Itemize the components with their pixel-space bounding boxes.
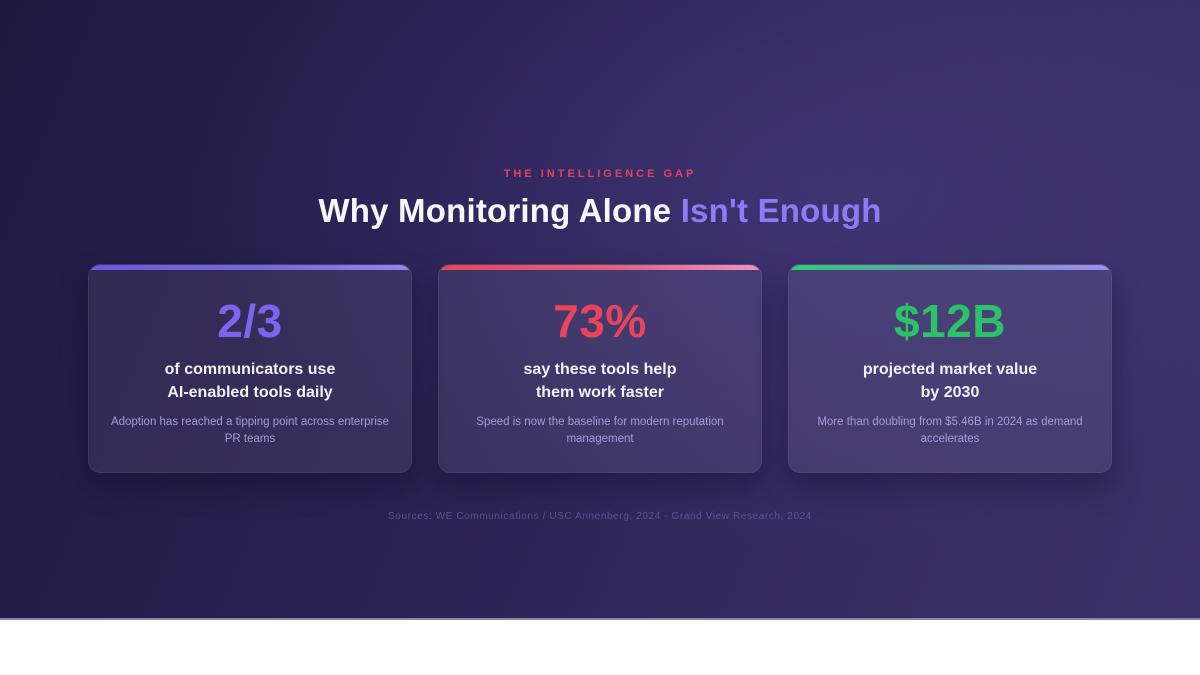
eyebrow-label: THE INTELLIGENCE GAP	[503, 168, 697, 180]
stat-card-market-value: $12B projected market value by 2030 More…	[788, 264, 1112, 473]
slide: THE INTELLIGENCE GAP Why Monitoring Alon…	[0, 0, 1200, 620]
page-title: Why Monitoring Alone Isn't Enough	[0, 192, 1200, 230]
card-accent-bar	[789, 265, 1111, 270]
bottom-white-strip	[0, 620, 1200, 673]
stat-value: $12B	[894, 295, 1006, 347]
stat-cards: 2/3 of communicators use AI-enabled tool…	[0, 264, 1200, 473]
stat-heading-line1: projected market value	[862, 361, 1038, 378]
stat-heading-line1: say these tools help	[523, 361, 677, 378]
stat-card-adoption: 2/3 of communicators use AI-enabled tool…	[88, 264, 412, 473]
stat-heading: of communicators use AI-enabled tools da…	[89, 358, 411, 404]
page-title-main: Why Monitoring Alone	[318, 192, 681, 229]
stat-value: 73%	[553, 295, 647, 347]
slide-header: THE INTELLIGENCE GAP Why Monitoring Alon…	[0, 0, 1200, 230]
stat-heading-line2: AI-enabled tools daily	[167, 384, 333, 401]
page-title-accent: Isn't Enough	[680, 192, 882, 229]
card-accent-bar	[439, 265, 761, 270]
stat-card-speed: 73% say these tools help them work faste…	[438, 264, 762, 473]
stat-description: Speed is now the baseline for modern rep…	[476, 416, 724, 445]
stat-description: More than doubling from $5.46B in 2024 a…	[817, 416, 1083, 445]
stat-heading-line2: them work faster	[535, 384, 665, 401]
stat-heading-line1: of communicators use	[164, 361, 336, 378]
card-accent-bar	[89, 265, 411, 270]
stat-value: 2/3	[217, 295, 283, 347]
stat-heading-line2: by 2030	[920, 384, 980, 401]
sources-line: Sources: WE Communications / USC Annenbe…	[388, 511, 812, 522]
stat-heading: projected market value by 2030	[789, 358, 1111, 404]
stat-description: Adoption has reached a tipping point acr…	[110, 416, 390, 445]
stat-heading: say these tools help them work faster	[439, 358, 761, 404]
